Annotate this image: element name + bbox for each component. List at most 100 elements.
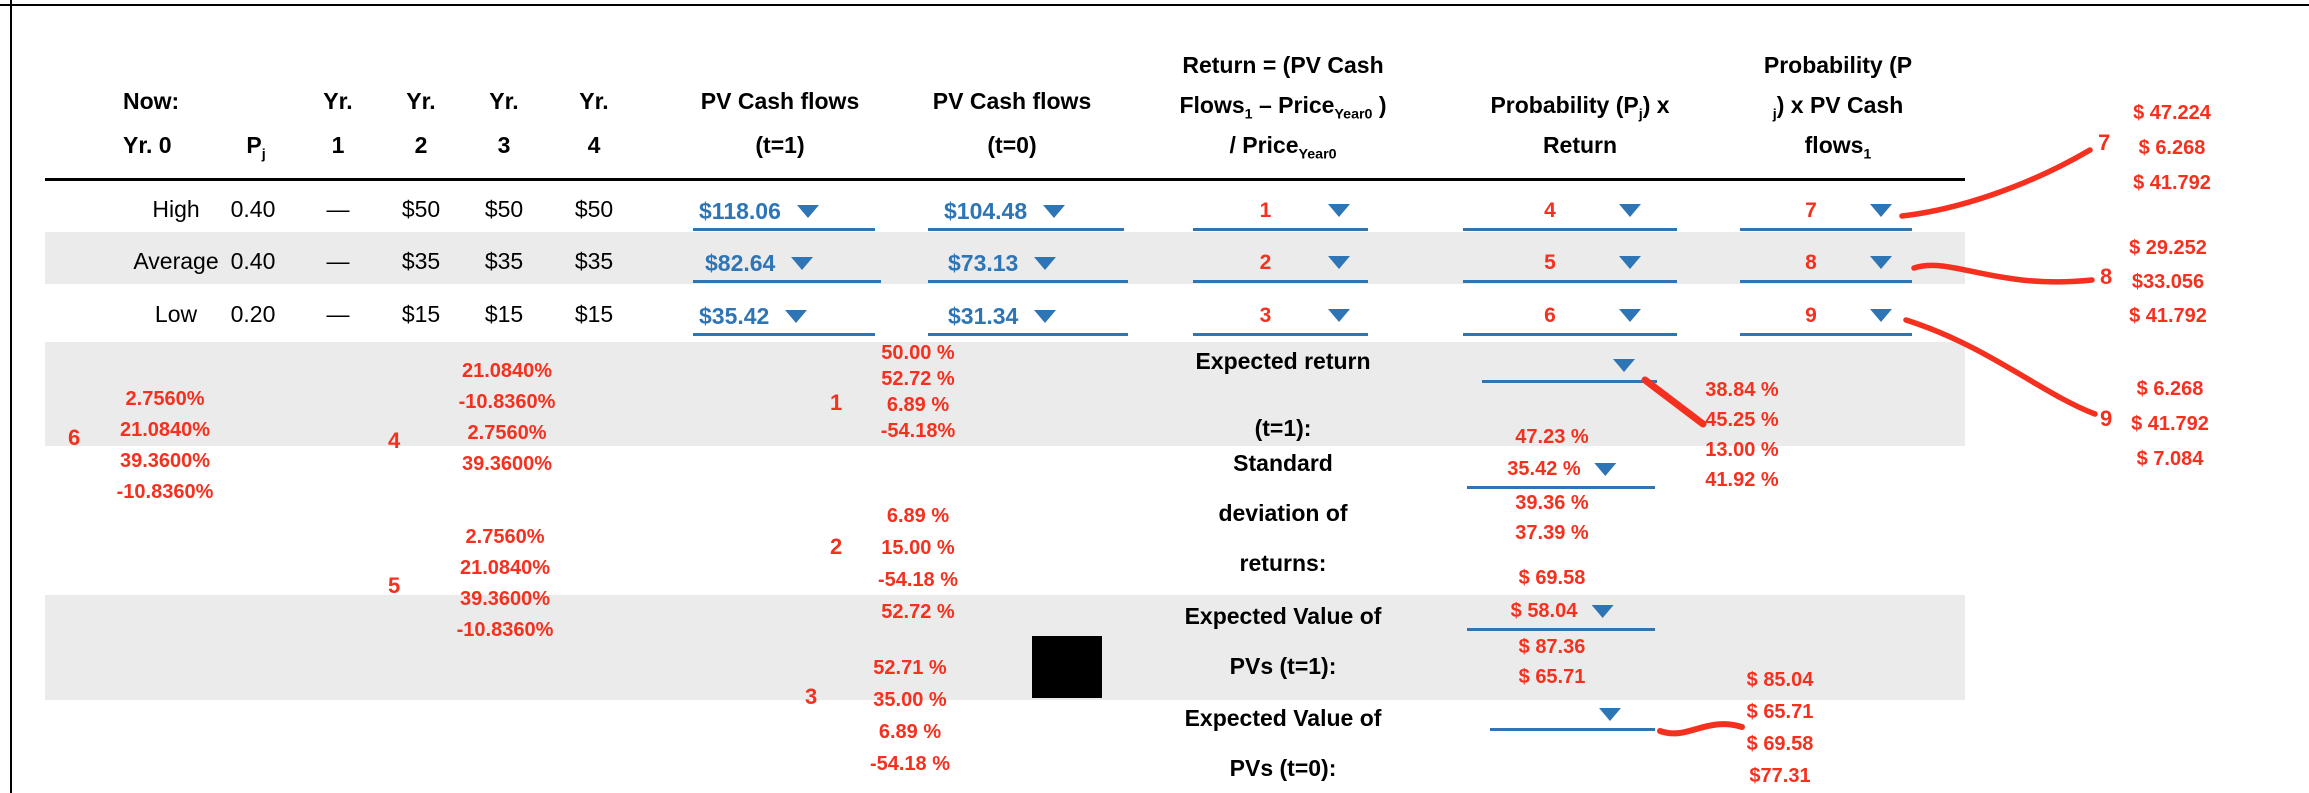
- yr2-value: $15: [401, 301, 441, 327]
- option-item: 21.0840%: [119, 419, 211, 441]
- options-list-q1: 50.00 % 52.72 % 6.89 % -54.18%: [881, 340, 956, 444]
- dropdown-arrow-icon: [1870, 256, 1892, 269]
- option-item: 6.89 %: [878, 721, 942, 743]
- header-rule: [45, 178, 1965, 181]
- pv-t0-dropdown-average[interactable]: $73.13: [928, 246, 1128, 283]
- option-item: $ 29.252: [2129, 237, 2207, 259]
- dropdown-arrow-icon: [1034, 256, 1057, 270]
- header-prob-pv-line2: j) x PV Cash: [1772, 92, 1904, 123]
- dropdown-arrow-icon: [796, 204, 819, 218]
- ev-t1-dropdown-selected[interactable]: $ 58.04: [1511, 600, 1614, 623]
- dropdown-arrow-icon: [1034, 309, 1057, 323]
- option-item: $ 6.268: [2138, 137, 2206, 159]
- options-list-q8: $ 29.252 $33.056 $ 41.792: [2129, 231, 2207, 333]
- options-list-ev-t0: $ 85.04 $ 65.71 $ 69.58 $77.31: [1747, 664, 1814, 792]
- yr2-value: $50: [401, 196, 441, 222]
- option-item: $ 85.04: [1746, 669, 1814, 691]
- section-band-expected-return: [45, 342, 1965, 446]
- yr3-value: $35: [484, 248, 524, 274]
- dropdown-arrow-icon: [1043, 204, 1066, 218]
- option-item: 39.3600%: [119, 450, 211, 472]
- option-item: 35.00 %: [873, 689, 947, 711]
- options-list-expected-return: 38.84 % 45.25 % 13.00 % 41.92 %: [1705, 375, 1778, 495]
- options-label-q9: 9: [2100, 406, 2113, 431]
- return-dropdown-q1[interactable]: 1: [1193, 194, 1368, 231]
- header-now-line2: Yr. 0: [123, 132, 172, 158]
- std-dev-dropdown-underline[interactable]: [1467, 486, 1655, 489]
- row-label: Average: [133, 248, 219, 274]
- option-item: $77.31: [1749, 765, 1811, 787]
- prob-pv-dropdown-q8[interactable]: 8: [1740, 246, 1912, 283]
- prob-pv-dropdown-q9[interactable]: 9: [1740, 299, 1912, 336]
- option-item: 2.7560%: [467, 422, 547, 444]
- option-item: -10.8360%: [116, 481, 214, 503]
- pv-t1-dropdown-average[interactable]: $82.64: [693, 246, 881, 283]
- option-item: $33.056: [2131, 271, 2205, 293]
- options-label-q8: 8: [2100, 264, 2113, 289]
- prob-pv-dropdown-q7[interactable]: 7: [1740, 194, 1912, 231]
- prob-return-dropdown-q4[interactable]: 4: [1463, 194, 1677, 231]
- header-yr2-line2: 2: [414, 132, 428, 158]
- prob-return-dropdown-q6[interactable]: 6: [1463, 299, 1677, 336]
- yr4-value: $50: [574, 196, 614, 222]
- return-dropdown-q2[interactable]: 2: [1193, 246, 1368, 283]
- option-item: 21.0840%: [461, 360, 553, 382]
- row-label: Low: [154, 301, 198, 327]
- option-item: -10.8360%: [458, 391, 556, 413]
- ev-t0-dropdown[interactable]: [1490, 700, 1655, 731]
- option-item: 52.71 %: [873, 657, 947, 679]
- yr1-value: —: [326, 196, 350, 222]
- options-list-q3: 52.71 % 35.00 % 6.89 % -54.18 %: [870, 652, 950, 780]
- header-prob-return-line2: Return: [1542, 132, 1618, 158]
- dropdown-arrow-icon: [1870, 204, 1892, 217]
- dropdown-arrow-icon: [1591, 605, 1614, 618]
- std-dev-dropdown-selected[interactable]: 35.42 %: [1507, 458, 1617, 481]
- options-list-q7: $ 47.224 $ 6.268 $ 41.792: [2133, 96, 2211, 201]
- header-prob-return-line1: Probability (Pj) x: [1490, 92, 1670, 123]
- header-return-line2: Flows1 – PriceYear0 ): [1179, 92, 1387, 123]
- expected-return-label-line2: (t=1):: [1254, 415, 1312, 441]
- ev-t1-dropdown-underline[interactable]: [1467, 628, 1655, 631]
- header-yr4-line2: 4: [587, 132, 601, 158]
- dropdown-arrow-icon: [1328, 204, 1350, 217]
- yr1-value: —: [326, 248, 350, 274]
- header-yr2-line1: Yr.: [406, 88, 436, 114]
- header-pv-t0-line2: (t=0): [987, 132, 1037, 158]
- options-label-q2: 2: [830, 534, 843, 559]
- option-item: 52.72 %: [881, 601, 955, 623]
- option-item: 6.89 %: [886, 394, 950, 416]
- options-list-q4: 21.0840% -10.8360% 2.7560% 39.3600%: [459, 356, 556, 480]
- expected-return-dropdown[interactable]: [1482, 350, 1657, 383]
- pv-t0-dropdown-low[interactable]: $31.34: [928, 299, 1128, 336]
- header-pv-t1-line2: (t=1): [755, 132, 805, 158]
- std-dev-label-line2: deviation of: [1218, 500, 1348, 526]
- ev-t1-option: $ 65.71: [1518, 666, 1586, 688]
- dropdown-arrow-icon: [1619, 256, 1641, 269]
- dropdown-arrow-icon: [791, 256, 814, 270]
- options-list-q6: 2.7560% 21.0840% 39.3600% -10.8360%: [117, 384, 214, 508]
- option-item: 38.84 %: [1705, 379, 1779, 401]
- header-return-line3: / PriceYear0: [1229, 132, 1337, 163]
- pv-t0-dropdown-high[interactable]: $104.48: [928, 194, 1124, 231]
- pv-t1-dropdown-high[interactable]: $118.06: [693, 194, 875, 231]
- ev-t1-option: $ 87.36: [1518, 636, 1586, 658]
- options-label-q5: 5: [388, 573, 401, 598]
- row-band-average: [45, 232, 1965, 284]
- ev-t1-label-line2: PVs (t=1):: [1229, 653, 1337, 679]
- header-yr1-line1: Yr.: [323, 88, 353, 114]
- options-label-q7: 7: [2098, 130, 2111, 155]
- option-item: 41.92 %: [1705, 469, 1779, 491]
- return-dropdown-q3[interactable]: 3: [1193, 299, 1368, 336]
- yr2-value: $35: [401, 248, 441, 274]
- option-item: $ 6.268: [2136, 378, 2204, 400]
- expected-return-label-line1: Expected return: [1195, 348, 1371, 374]
- option-item: -54.18%: [880, 420, 956, 442]
- prob-return-dropdown-q5[interactable]: 5: [1463, 246, 1677, 283]
- options-label-q3: 3: [805, 684, 818, 709]
- dropdown-arrow-icon: [1328, 256, 1350, 269]
- dropdown-arrow-icon: [1613, 358, 1635, 372]
- ev-t1-label-line1: Expected Value of: [1184, 603, 1382, 629]
- pv-t1-dropdown-low[interactable]: $35.42: [693, 299, 875, 336]
- options-label-q1: 1: [830, 390, 843, 415]
